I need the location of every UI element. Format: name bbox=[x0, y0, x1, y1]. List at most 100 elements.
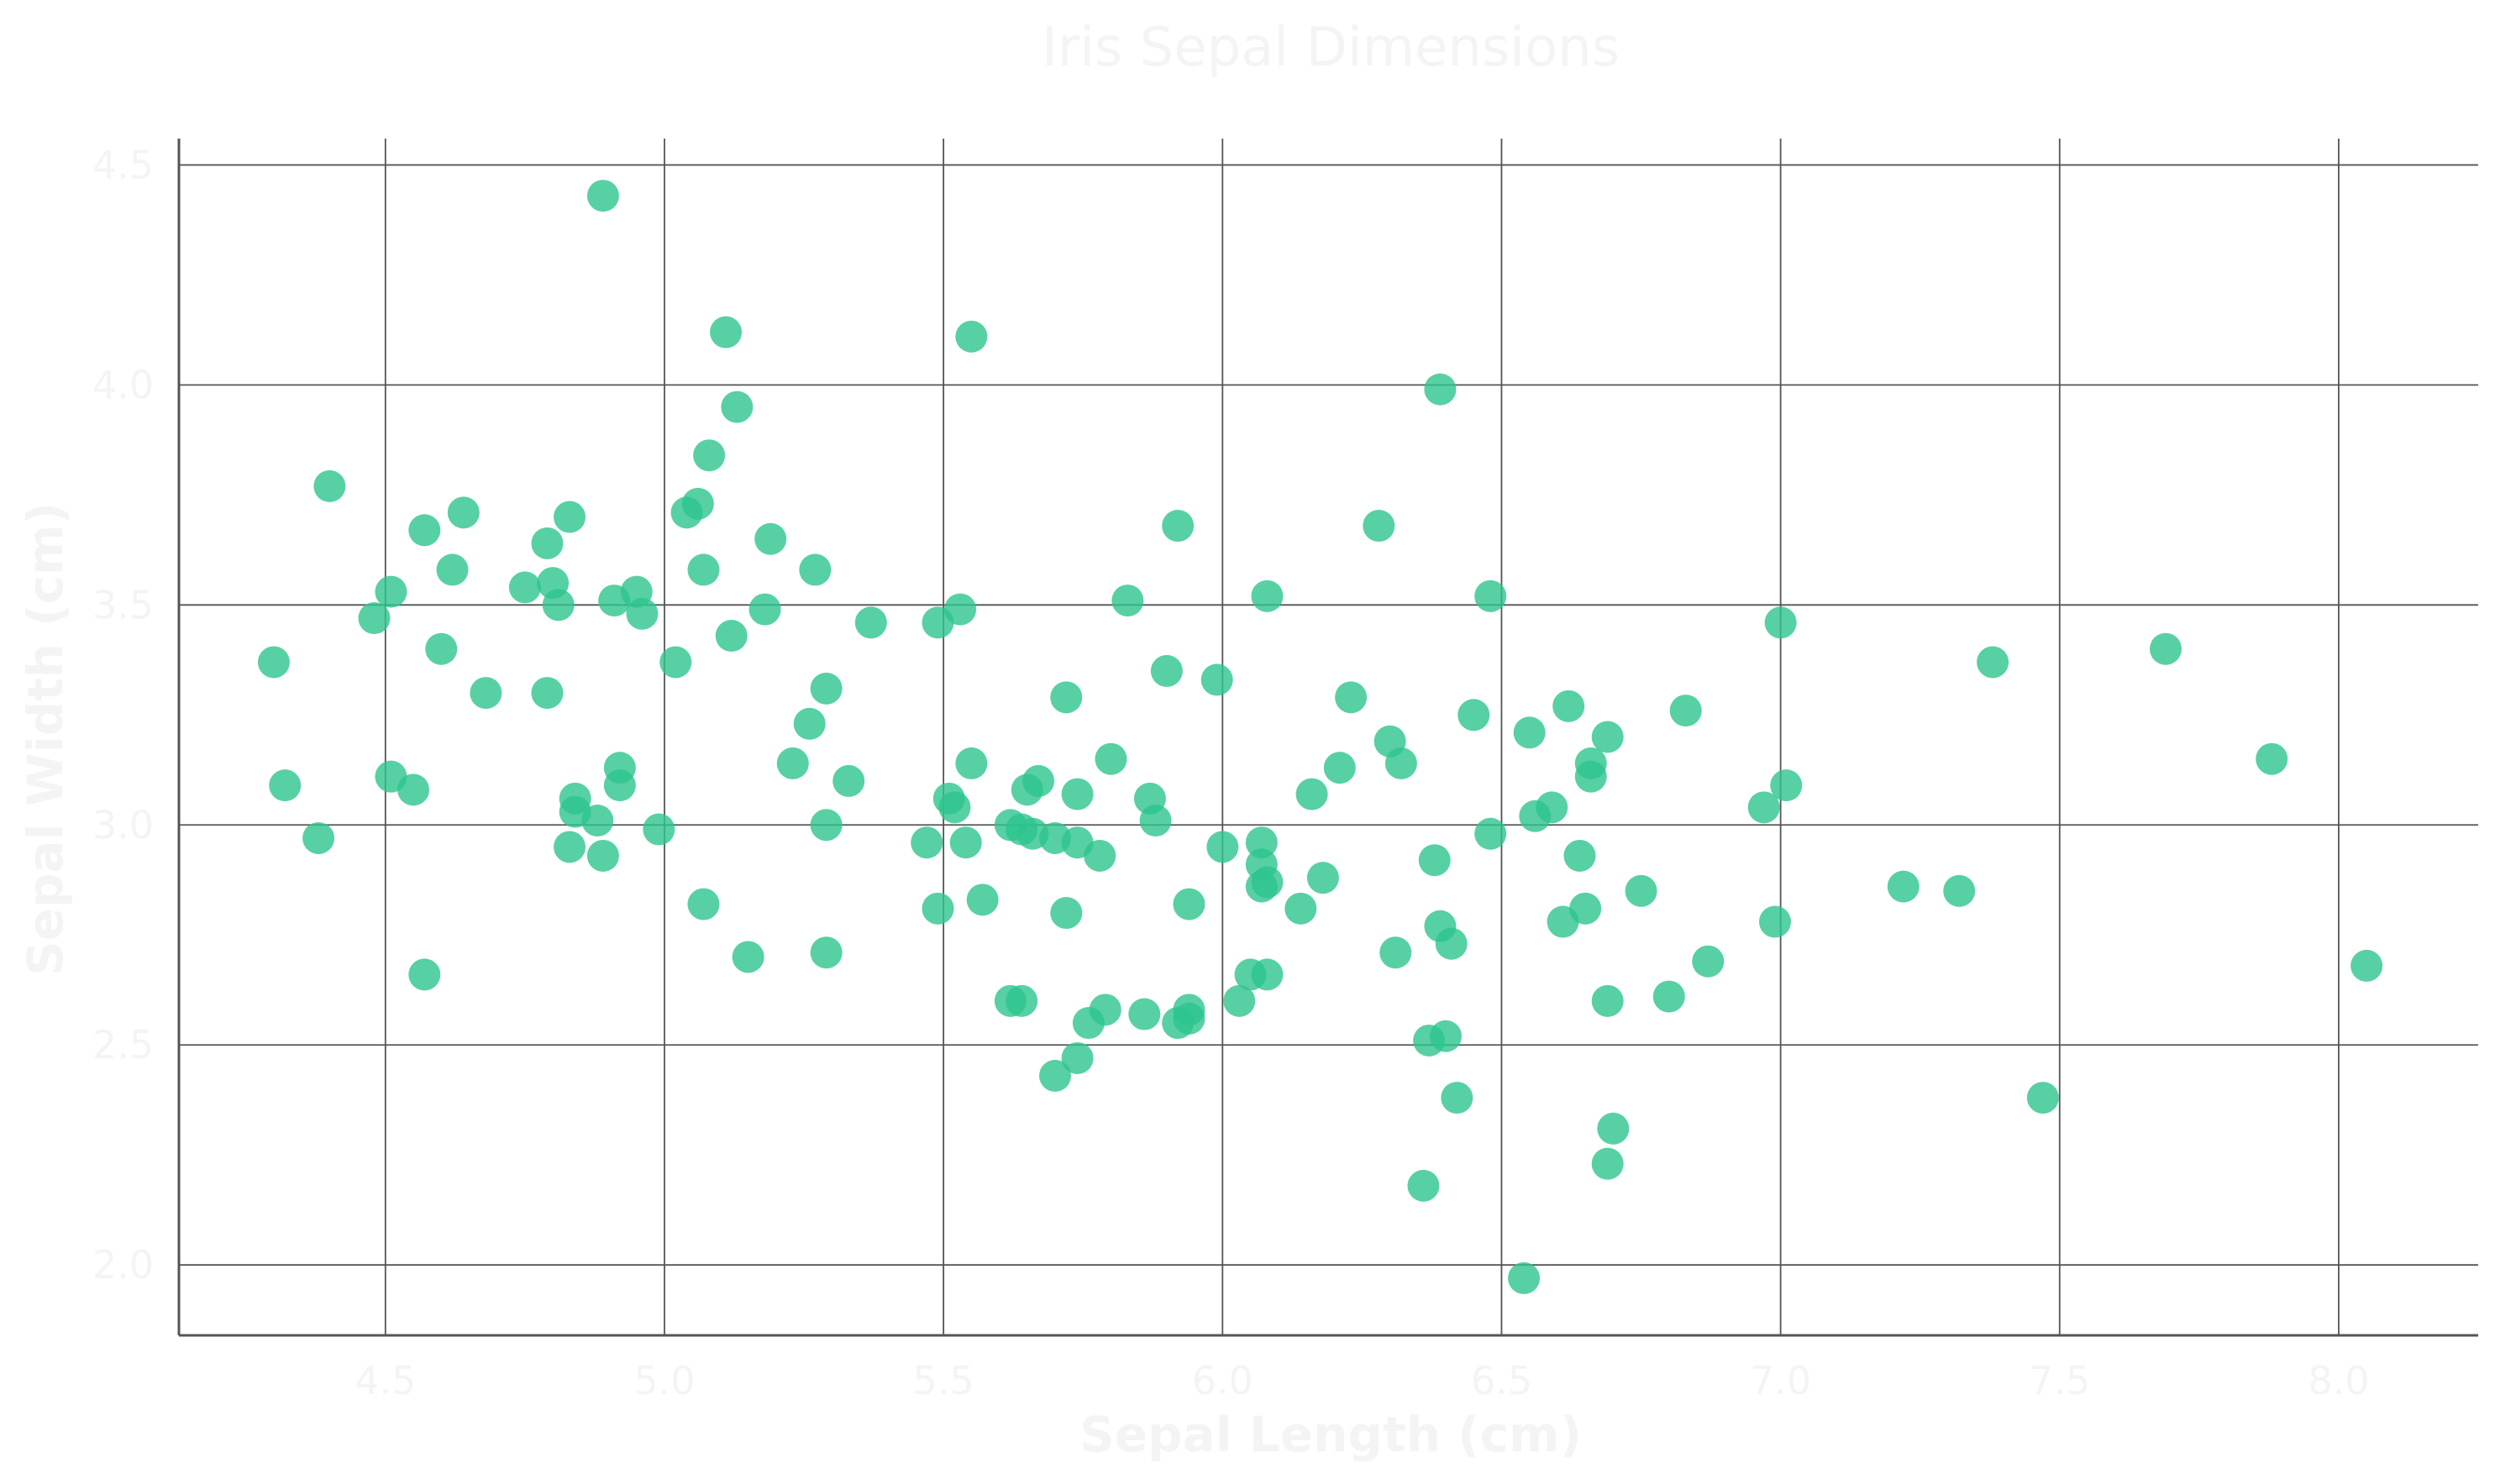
data-point bbox=[554, 501, 586, 533]
data-point bbox=[911, 826, 943, 859]
data-point bbox=[581, 805, 614, 837]
data-point bbox=[586, 180, 619, 212]
y-tick-label: 4.0 bbox=[92, 362, 154, 407]
x-tick-label: 4.5 bbox=[355, 1358, 416, 1403]
data-point bbox=[1625, 874, 1657, 907]
data-point bbox=[2149, 632, 2182, 665]
data-point bbox=[681, 487, 714, 520]
data-point bbox=[754, 522, 787, 555]
data-point bbox=[1887, 870, 1920, 903]
data-point bbox=[659, 646, 692, 679]
data-point bbox=[955, 320, 988, 353]
data-point bbox=[1508, 1261, 1541, 1294]
data-point bbox=[2256, 742, 2288, 775]
data-point bbox=[1591, 984, 1624, 1017]
x-tick-label: 6.5 bbox=[1471, 1358, 1532, 1403]
data-point bbox=[2026, 1082, 2059, 1114]
data-point bbox=[721, 391, 754, 423]
data-point bbox=[1284, 892, 1317, 925]
data-point bbox=[1050, 897, 1083, 930]
data-point bbox=[1061, 1041, 1094, 1074]
data-point bbox=[1050, 681, 1083, 714]
data-point bbox=[1474, 579, 1507, 612]
data-point bbox=[375, 575, 407, 608]
axis-layer bbox=[177, 139, 2478, 1337]
data-point bbox=[542, 589, 575, 621]
data-point bbox=[1597, 1112, 1630, 1145]
data-point bbox=[955, 747, 988, 779]
data-point bbox=[531, 677, 564, 710]
data-point bbox=[793, 707, 826, 740]
data-point bbox=[687, 888, 720, 920]
data-point bbox=[810, 936, 843, 969]
data-point bbox=[1323, 752, 1356, 784]
x-tick-label: 5.5 bbox=[913, 1358, 974, 1403]
data-point bbox=[586, 839, 619, 872]
data-point bbox=[470, 677, 502, 710]
data-point bbox=[922, 892, 954, 925]
data-point bbox=[1441, 1082, 1473, 1114]
data-point bbox=[1251, 866, 1284, 899]
data-point bbox=[643, 813, 675, 846]
tick-layer: 4.5 5.0 5.5 6.0 6.5 7.0 7.5 8.0 2.0 2.5 3.0 3.5 4.0 4… bbox=[92, 142, 2370, 1403]
y-axis-label: Sepal Width (cm) bbox=[17, 502, 74, 976]
data-point bbox=[1407, 1169, 1440, 1202]
data-point bbox=[257, 646, 290, 679]
data-point bbox=[1072, 1007, 1105, 1040]
data-point bbox=[1652, 980, 1685, 1013]
data-point bbox=[1379, 936, 1412, 969]
data-point bbox=[1162, 1007, 1195, 1040]
data-point bbox=[810, 809, 843, 842]
data-point bbox=[1095, 742, 1127, 775]
data-point bbox=[1770, 769, 1803, 802]
data-point bbox=[966, 884, 999, 916]
data-point bbox=[447, 496, 480, 529]
data-point bbox=[1430, 1020, 1463, 1052]
x-tick-label: 8.0 bbox=[2308, 1358, 2369, 1403]
data-point bbox=[1363, 510, 1395, 543]
data-point bbox=[1162, 510, 1195, 543]
data-point bbox=[1200, 663, 1233, 696]
data-point bbox=[732, 941, 764, 973]
y-tick-label: 3.5 bbox=[92, 582, 154, 627]
data-point bbox=[508, 571, 541, 604]
data-point bbox=[922, 606, 954, 639]
data-point bbox=[358, 602, 391, 635]
data-point bbox=[1591, 721, 1624, 753]
data-point bbox=[2351, 949, 2383, 982]
data-point bbox=[1139, 805, 1172, 837]
x-tick-label: 6.0 bbox=[1192, 1358, 1253, 1403]
data-point bbox=[949, 826, 982, 859]
data-point bbox=[1038, 1059, 1071, 1092]
data-point bbox=[1061, 778, 1094, 810]
data-point bbox=[710, 316, 743, 349]
data-point bbox=[1245, 826, 1278, 859]
data-point bbox=[1011, 773, 1043, 806]
data-point bbox=[1006, 984, 1038, 1017]
data-point bbox=[1418, 844, 1451, 877]
data-point bbox=[1943, 874, 1976, 907]
data-point bbox=[1513, 716, 1546, 749]
data-point bbox=[1173, 888, 1205, 920]
data-point bbox=[1519, 800, 1552, 832]
data-point bbox=[1295, 778, 1328, 810]
y-tick-label: 3.0 bbox=[92, 802, 154, 847]
x-tick-label: 7.0 bbox=[1750, 1358, 1811, 1403]
data-point bbox=[1251, 579, 1284, 612]
data-point bbox=[1747, 791, 1780, 824]
data-point bbox=[531, 527, 564, 559]
x-axis-label: Sepal Length (cm) bbox=[1079, 1406, 1582, 1463]
data-point bbox=[1563, 839, 1596, 872]
data-point bbox=[1669, 695, 1702, 727]
data-point bbox=[833, 764, 865, 797]
data-point bbox=[693, 439, 726, 472]
data-point bbox=[1128, 998, 1161, 1030]
data-point bbox=[302, 821, 335, 854]
data-point bbox=[626, 597, 659, 630]
data-point bbox=[1435, 927, 1468, 960]
data-point bbox=[1251, 958, 1284, 991]
data-point bbox=[1111, 585, 1144, 617]
data-point bbox=[603, 769, 636, 802]
